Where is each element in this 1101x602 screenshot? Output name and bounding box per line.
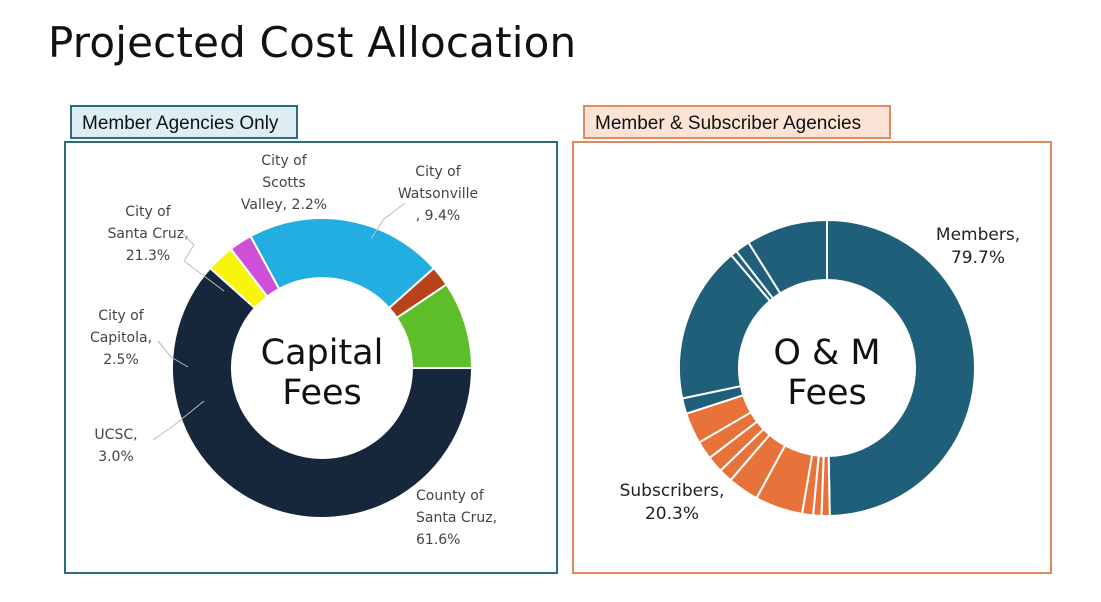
tab-member-subscriber-agencies: Member & Subscriber Agencies <box>583 105 891 139</box>
segment-members-15 <box>747 218 828 295</box>
capital-fees-panel: Capital Fees County of Santa Cruz, 61.6% UCSC… <box>64 141 558 574</box>
label-city-of-watsonville: City of Watsonville, 9.4% <box>398 164 478 224</box>
label-city-of-santa-cruz: City of Santa Cruz, 21.3% <box>107 204 188 264</box>
label-county-of-santa-cruz: County of Santa Cruz, 61.6% <box>416 488 497 548</box>
leader-line-ucsc <box>152 400 205 441</box>
label-members: Members, 79.7% <box>936 225 1020 268</box>
label-subscribers: Subscribers, 20.3% <box>620 481 725 524</box>
donut-center-label: O & M Fees <box>773 333 880 413</box>
label-ucsc: UCSC, 3.0% <box>94 427 137 465</box>
page-title: Projected Cost Allocation <box>48 18 577 67</box>
capital-fees-donut-chart: Capital Fees County of Santa Cruz, 61.6% UCSC… <box>90 153 497 548</box>
leader-line-city-of-watsonville <box>370 202 406 240</box>
label-city-of-scotts-valley: City of Scotts Valley, 2.2% <box>241 153 327 213</box>
slice-city-of-watsonville <box>395 283 474 369</box>
om-fees-panel: O & M Fees Members, 79.7% Subscribers, 20.3% <box>572 141 1052 574</box>
om-fees-donut-chart: O & M Fees Members, 79.7% Subscribers, 20.3% <box>620 218 1020 524</box>
leader-line-city-of-capitola <box>157 340 189 368</box>
label-city-of-capitola: City of Capitola, 2.5% <box>90 308 152 368</box>
leader-line-city-of-santa-cruz <box>181 232 225 292</box>
donut-center-label: Capital Fees <box>261 333 384 413</box>
slice-county-of-santa-cruz <box>171 266 474 519</box>
segment-members-1 <box>826 218 977 517</box>
tab-member-agencies-only: Member Agencies Only <box>70 105 298 139</box>
